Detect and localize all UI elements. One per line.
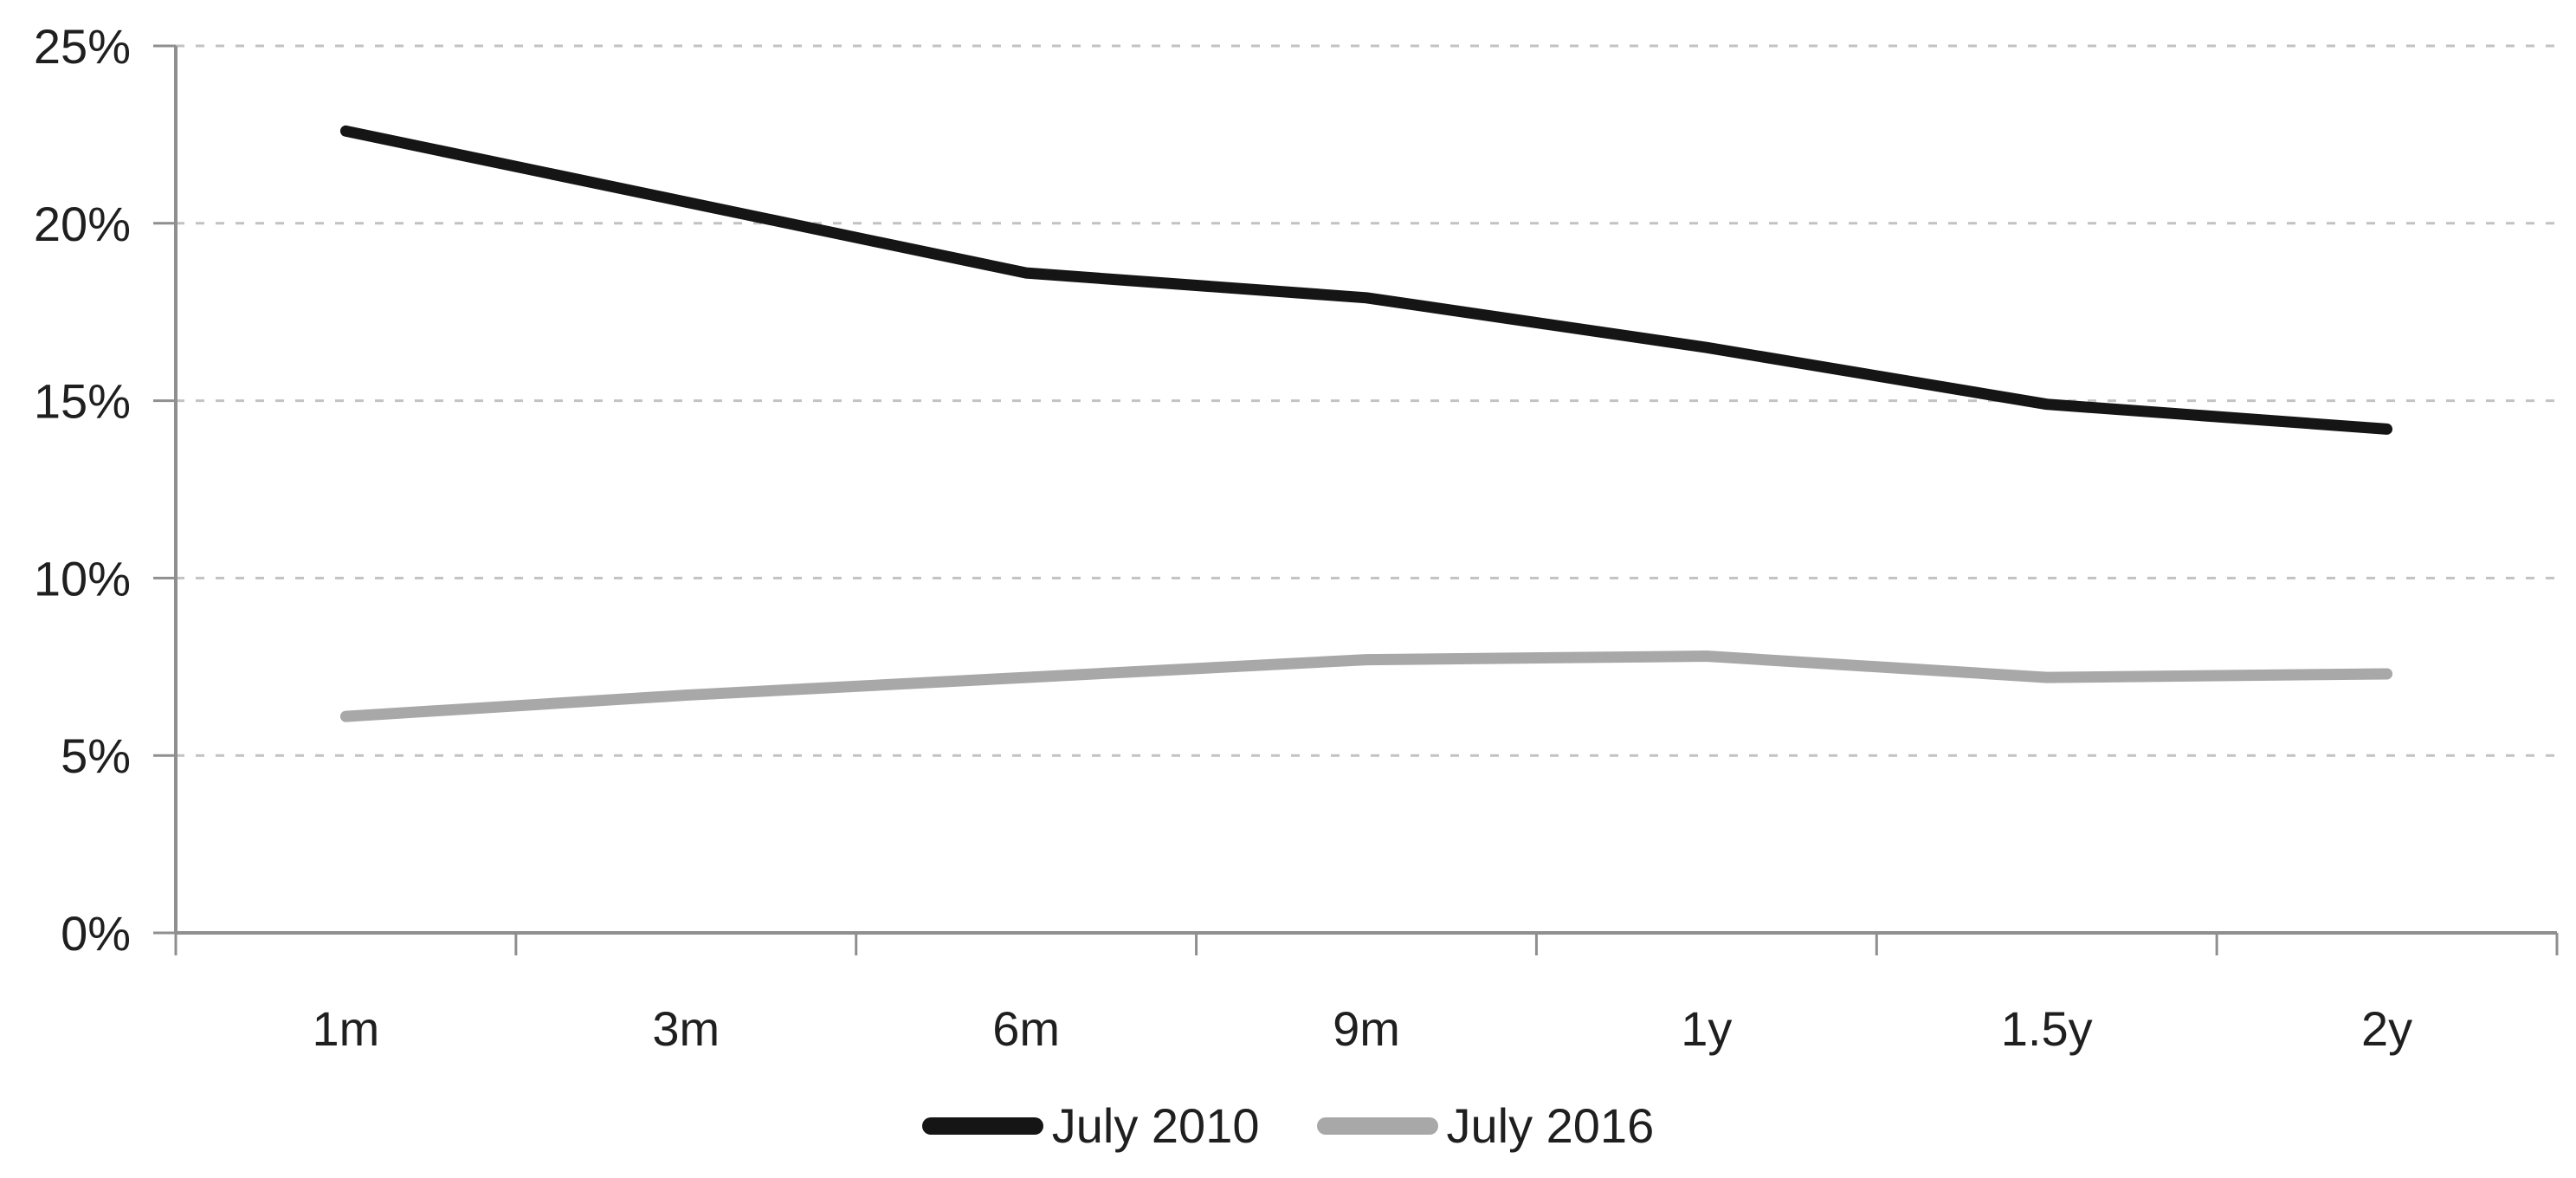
x-tick-label-2y: 2y xyxy=(2361,1001,2412,1056)
legend-label: July 2016 xyxy=(1446,1098,1655,1153)
y-tick-label: 5% xyxy=(61,728,131,783)
legend: July 2010 July 2016 xyxy=(0,1090,2576,1162)
series-line-july-2010 xyxy=(339,125,2393,435)
legend-item-july-2016: July 2016 xyxy=(1316,1098,1655,1153)
legend-item-july-2010: July 2010 xyxy=(921,1098,1260,1153)
x-tick-label-1y: 1y xyxy=(1681,1001,1732,1056)
legend-line-icon xyxy=(921,1117,1043,1135)
y-tick-label: 15% xyxy=(34,374,131,429)
series-line-july-2016 xyxy=(339,650,2393,722)
x-tick-label-1.5y: 1.5y xyxy=(2001,1001,2093,1056)
x-tick-label-9m: 9m xyxy=(1333,1001,1400,1056)
y-tick-label: 20% xyxy=(34,197,131,251)
x-tick-label-3m: 3m xyxy=(652,1001,720,1056)
x-tick-label-1m: 1m xyxy=(313,1001,380,1056)
y-tick-label: 25% xyxy=(34,19,131,74)
y-tick-label: 10% xyxy=(34,551,131,605)
x-tick-label-6m: 6m xyxy=(992,1001,1060,1056)
y-tick-label: 0% xyxy=(61,906,131,961)
legend-line-icon xyxy=(1316,1117,1438,1135)
legend-label: July 2010 xyxy=(1051,1098,1260,1153)
